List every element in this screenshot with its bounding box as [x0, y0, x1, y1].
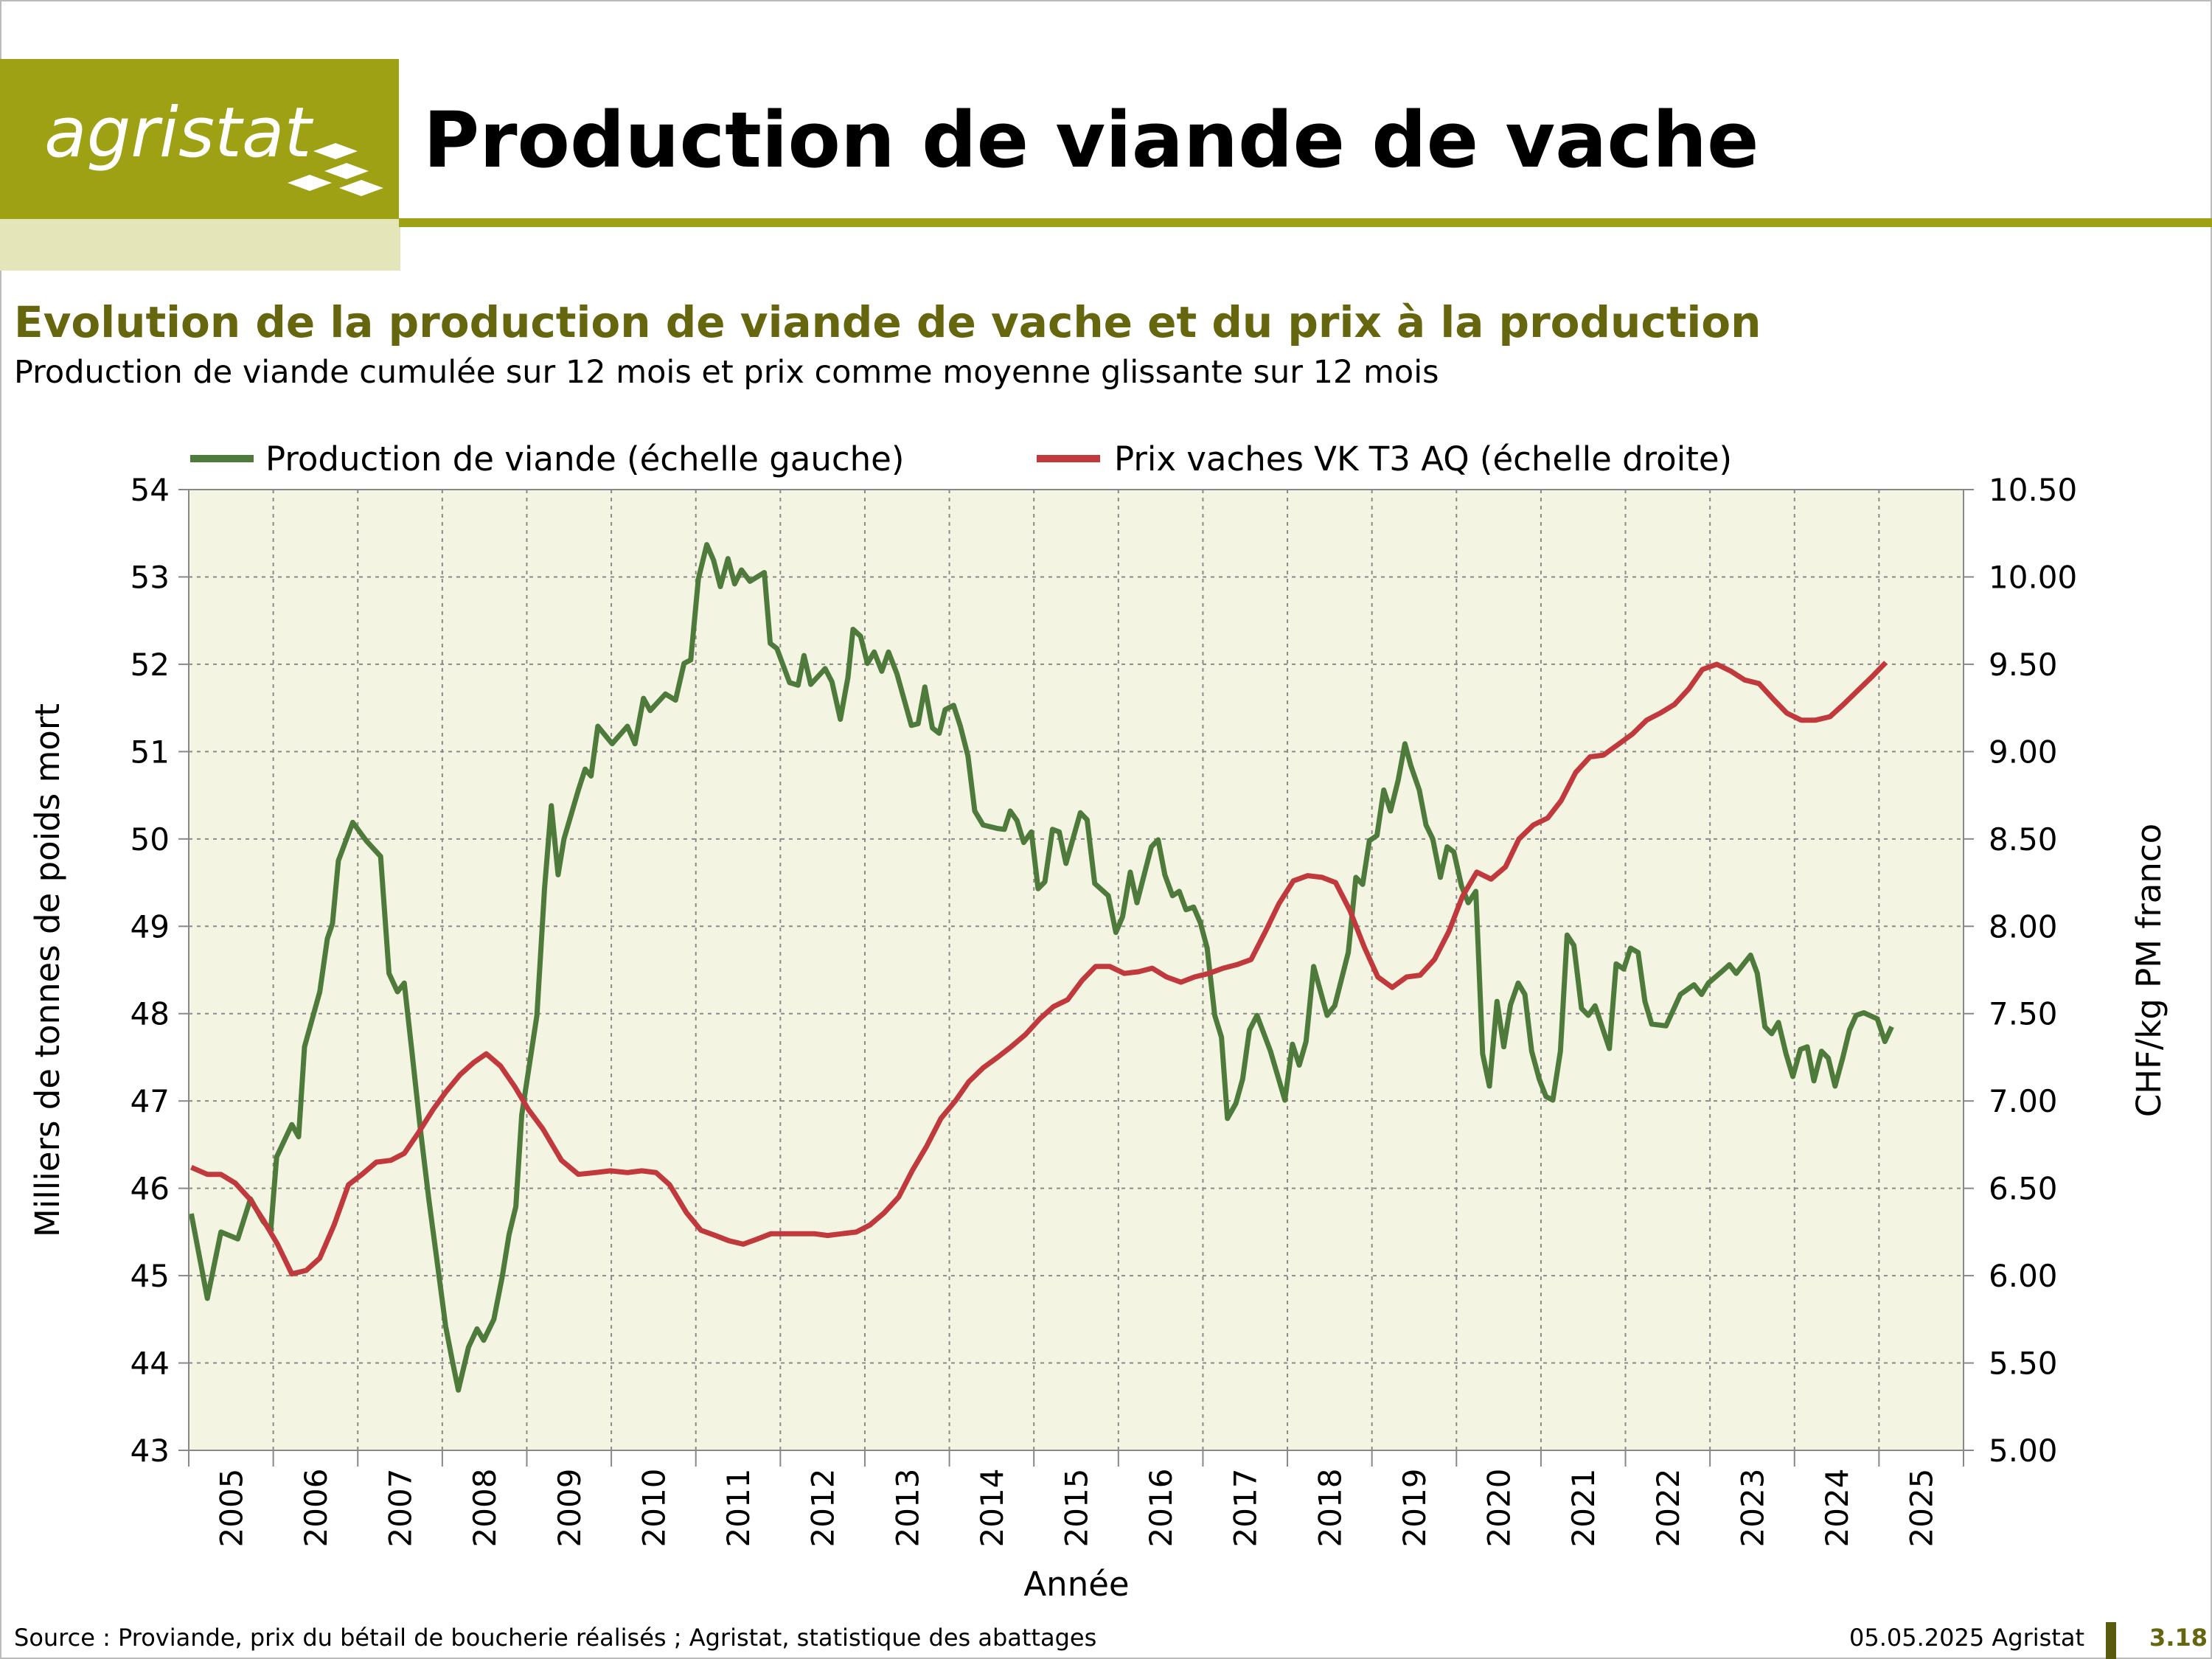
- y-tick-label: 46: [131, 1171, 170, 1207]
- y-axis-title: Milliers de tonnes de poids mort: [28, 703, 67, 1237]
- y-tick-label: 45: [131, 1258, 170, 1294]
- x-tick-label: 2013: [889, 1469, 925, 1548]
- plot-background: [189, 490, 1964, 1450]
- x-tick-label: 2012: [805, 1469, 841, 1548]
- x-tick-label: 2010: [636, 1469, 672, 1548]
- y2-tick-label: 10.00: [1989, 559, 2077, 595]
- y2-tick-label: 6.50: [1989, 1171, 2058, 1207]
- x-axis-title: Année: [1023, 1565, 1129, 1604]
- x-tick-label: 2009: [552, 1469, 588, 1548]
- x-tick-label: 2014: [974, 1469, 1010, 1548]
- chart-title: Evolution de la production de viande de …: [14, 297, 1761, 347]
- header-rule: [399, 218, 2212, 227]
- y2-tick-label: 7.50: [1989, 996, 2058, 1032]
- page-title: Production de viande de vache: [423, 95, 1759, 185]
- x-tick-label: 2015: [1059, 1469, 1095, 1548]
- logo-icon: [288, 143, 383, 196]
- chart-subtitle: Production de viande cumulée sur 12 mois…: [14, 354, 1439, 391]
- x-tick-label: 2020: [1481, 1469, 1517, 1548]
- y2-tick-label: 9.50: [1989, 647, 2058, 683]
- y2-tick-label: 5.00: [1989, 1433, 2058, 1469]
- y-tick-label: 47: [131, 1083, 170, 1119]
- y2-tick-label: 8.50: [1989, 821, 2058, 858]
- page-number: 3.18: [2149, 1624, 2208, 1652]
- y2-tick-label: 10.50: [1989, 472, 2077, 508]
- x-tick-label: 2005: [213, 1469, 249, 1548]
- legend-label: Prix vaches VK T3 AQ (échelle droite): [1114, 439, 1732, 479]
- logo-strip: [0, 219, 400, 271]
- y-tick-label: 48: [131, 996, 170, 1032]
- y2-tick-label: 7.00: [1989, 1083, 2058, 1119]
- y-tick-label: 51: [131, 734, 170, 770]
- date-note: 05.05.2025 Agristat: [1849, 1624, 2084, 1652]
- legend-label: Production de viande (échelle gauche): [265, 439, 904, 479]
- x-tick-label: 2019: [1397, 1469, 1433, 1548]
- y-tick-label: 43: [131, 1433, 170, 1469]
- x-tick-label: 2011: [720, 1469, 757, 1548]
- x-tick-label: 2017: [1228, 1469, 1264, 1548]
- x-tick-label: 2007: [383, 1469, 419, 1548]
- y2-tick-label: 9.00: [1989, 734, 2058, 770]
- y-tick-label: 54: [131, 472, 170, 508]
- y2-tick-label: 5.50: [1989, 1346, 2058, 1382]
- y2-axis-title: CHF/kg PM franco: [2129, 824, 2168, 1117]
- y-tick-label: 49: [131, 908, 170, 945]
- logo-text: agristat: [44, 93, 313, 173]
- x-tick-label: 2021: [1565, 1469, 1601, 1548]
- x-tick-label: 2023: [1734, 1469, 1770, 1548]
- x-tick-label: 2024: [1819, 1469, 1855, 1548]
- y2-tick-label: 6.00: [1989, 1258, 2058, 1294]
- logo-block: [0, 59, 399, 219]
- series-line: [190, 661, 1888, 1277]
- source-note: Source : Proviande, prix du bétail de bo…: [14, 1624, 1096, 1652]
- series-line: [188, 542, 1894, 1393]
- y-tick-label: 53: [131, 559, 170, 595]
- footer-bar: [2106, 1622, 2116, 1659]
- x-tick-label: 2008: [467, 1469, 503, 1548]
- plot-frame: [188, 489, 1964, 1451]
- y-tick-label: 50: [131, 821, 170, 858]
- y-tick-label: 44: [131, 1346, 170, 1382]
- y-tick-label: 52: [131, 647, 170, 683]
- x-tick-label: 2022: [1650, 1469, 1686, 1548]
- y2-tick-label: 8.00: [1989, 908, 2058, 945]
- x-tick-label: 2006: [298, 1469, 334, 1548]
- x-tick-label: 2018: [1312, 1469, 1348, 1548]
- x-tick-label: 2016: [1143, 1469, 1179, 1548]
- x-tick-label: 2025: [1904, 1469, 1940, 1548]
